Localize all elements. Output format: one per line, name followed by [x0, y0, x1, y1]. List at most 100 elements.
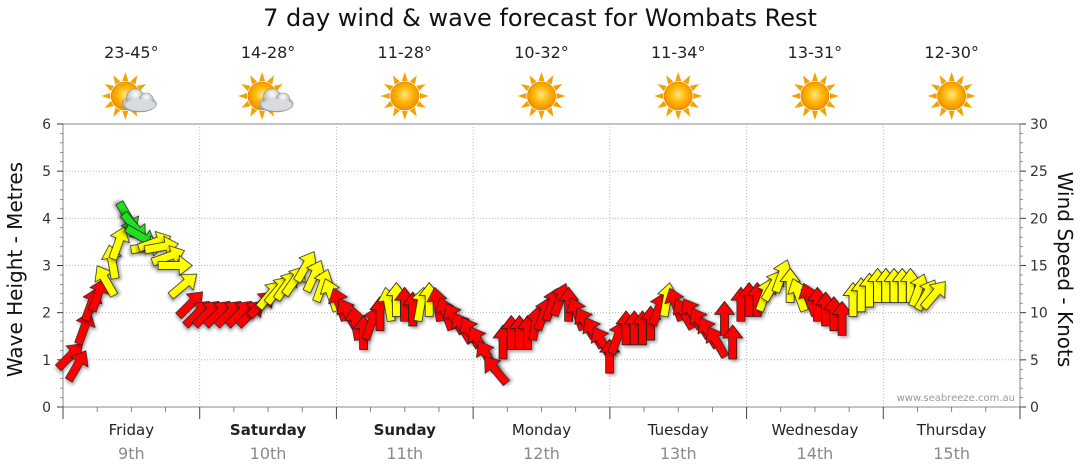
date-label: 9th	[118, 444, 145, 463]
sun-ray	[939, 107, 947, 117]
date-label: 11th	[386, 444, 423, 463]
date-label: 13th	[660, 444, 697, 463]
sun-ray	[829, 93, 839, 99]
sun-ray	[552, 100, 563, 108]
sun-ray	[654, 93, 664, 99]
sun-ray	[930, 100, 941, 108]
sun-ray	[927, 93, 937, 99]
cloud-shape	[258, 88, 294, 113]
sun-ray	[948, 111, 955, 120]
date-label: 15th	[933, 444, 970, 463]
grid	[62, 123, 1021, 408]
cloud-shape	[122, 88, 157, 113]
wind-arrow	[558, 286, 580, 322]
sun-ray	[384, 100, 394, 108]
y-left-tick-label: 2	[42, 306, 51, 322]
wind-arrow	[484, 356, 510, 387]
day-label: Sunday	[374, 421, 437, 439]
y-left-tick-label: 1	[42, 353, 51, 369]
sun-ray	[790, 93, 800, 99]
sun-ray	[956, 107, 964, 117]
sun-ray	[401, 72, 408, 81]
wind-arrow	[88, 278, 110, 313]
date-label: 12th	[523, 444, 560, 463]
sun-ray	[546, 75, 554, 85]
sun-icon	[790, 72, 839, 120]
partly-cloudy-icon	[101, 72, 157, 120]
sun-ray	[802, 75, 811, 85]
sun-ray	[136, 84, 147, 92]
sun-ray	[130, 75, 138, 85]
sun-ray	[666, 107, 674, 117]
wind-arrow-shape	[167, 273, 198, 300]
partly-cloudy-icon	[238, 72, 294, 120]
sun-ray	[811, 111, 818, 120]
weather-icons	[101, 72, 976, 120]
sun-ray	[948, 72, 955, 81]
y-left-tick-label: 4	[42, 211, 51, 227]
cloud-part	[262, 99, 293, 111]
day-label: Friday	[109, 421, 155, 439]
wind-arrows	[55, 200, 946, 387]
sun-ray	[819, 107, 827, 117]
sun-ray	[113, 75, 121, 85]
wind-arrow	[157, 255, 193, 276]
sun-ray	[689, 84, 699, 92]
sun-ray	[529, 75, 537, 85]
day-label: Wednesday	[772, 421, 859, 439]
y-right-tick-label: 10	[1030, 306, 1048, 322]
sun-ray	[517, 93, 527, 99]
sun-icon	[380, 72, 429, 120]
day-label: Saturday	[230, 421, 307, 439]
sun-ray	[930, 84, 941, 92]
sun-ray	[419, 93, 429, 99]
sun-ray	[122, 72, 129, 81]
sun-ray	[657, 84, 667, 92]
sun-ray	[683, 75, 691, 85]
y-left-tick-label: 3	[42, 259, 51, 275]
sun-ray	[520, 100, 531, 108]
sun-disc	[390, 81, 420, 111]
axes	[57, 123, 1026, 419]
y-left-axis-title: Wave Height - Metres	[3, 162, 27, 377]
day-label: Monday	[512, 421, 571, 439]
sun-icon	[517, 72, 566, 120]
temp-range-label: 12-30°	[924, 43, 979, 62]
wind-arrow	[167, 273, 198, 300]
sun-disc	[800, 81, 830, 111]
sun-ray	[259, 111, 266, 120]
watermark: www.seabreeze.com.au	[897, 393, 1015, 404]
sun-ray	[416, 100, 426, 108]
sun-ray	[693, 93, 703, 99]
y-right-tick-label: 15	[1030, 259, 1048, 275]
sun-ray	[380, 93, 390, 99]
day-label: Thursday	[916, 421, 987, 439]
date-label: 14th	[797, 444, 834, 463]
sun-ray	[794, 84, 804, 92]
sun-ray	[409, 107, 417, 117]
sun-ray	[538, 72, 545, 81]
sun-ray	[266, 75, 275, 85]
temp-range-label: 13-31°	[788, 43, 843, 62]
y-left-tick-label: 5	[42, 164, 51, 180]
sun-ray	[122, 111, 129, 120]
sun-ray	[826, 84, 836, 92]
y-right-axis-title: Wind Speed - Knots	[1053, 172, 1077, 368]
y-right-tick-label: 0	[1030, 400, 1039, 416]
sun-disc	[527, 81, 556, 111]
sun-ray	[241, 84, 251, 92]
cloud-part	[125, 99, 156, 111]
wind-arrow-shape	[779, 267, 801, 303]
sun-ray	[392, 107, 400, 117]
wind-arrow-shape	[88, 278, 110, 313]
temp-range-label: 23-45°	[104, 43, 159, 62]
sun-icon	[927, 72, 976, 120]
wind-arrow	[919, 281, 946, 311]
sun-ray	[546, 107, 554, 117]
sun-ray	[273, 84, 283, 92]
sun-ray	[666, 75, 674, 85]
sun-ray	[556, 93, 566, 99]
temp-range-label: 14-28°	[241, 43, 296, 62]
temp-range-label: 10-32°	[514, 43, 569, 62]
sun-ray	[683, 107, 691, 117]
